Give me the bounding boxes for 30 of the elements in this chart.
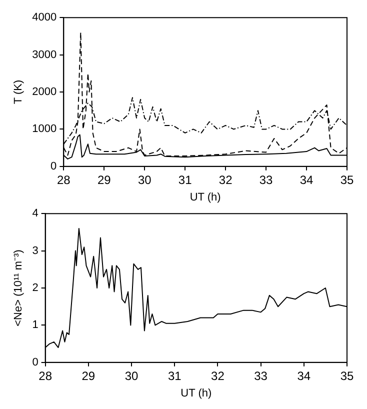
x-tick-label: 33 xyxy=(254,368,268,383)
x-tick-label: 29 xyxy=(97,172,112,187)
x-tick-label: 34 xyxy=(297,368,311,383)
y-tick-label: 1 xyxy=(32,319,38,332)
x-tick-label: 35 xyxy=(340,368,354,383)
x-axis-title: UT (h) xyxy=(180,387,212,400)
x-tick-label: 32 xyxy=(211,368,225,383)
y-tick-label: 4000 xyxy=(32,12,57,24)
y-tick-label: 3 xyxy=(32,244,38,257)
x-tick-label: 33 xyxy=(259,172,274,187)
x-tick-label: 35 xyxy=(340,172,354,187)
y-tick-label: 4 xyxy=(32,208,38,220)
x-tick-label: 29 xyxy=(82,368,96,383)
x-tick-label: 32 xyxy=(218,172,233,187)
x-tick-label: 31 xyxy=(168,368,182,383)
x-tick-label: 34 xyxy=(300,172,314,187)
y-tick-label: 1000 xyxy=(32,123,57,136)
y-tick-label: 2 xyxy=(32,282,38,294)
x-tick-label: 30 xyxy=(124,368,139,383)
y-tick-label: 2000 xyxy=(32,86,57,98)
x-axis-title: UT (h) xyxy=(190,191,221,204)
y-tick-label: 0 xyxy=(50,160,57,172)
x-tick-label: 28 xyxy=(38,368,52,383)
x-tick-label: 30 xyxy=(138,172,152,187)
y-tick-label: 3000 xyxy=(32,48,57,61)
y-axis-title: <Ne> (10¹¹ m⁻³) xyxy=(12,250,25,326)
x-tick-label: 28 xyxy=(56,172,71,187)
x-tick-label: 31 xyxy=(178,172,192,187)
y-tick-label: 0 xyxy=(32,356,38,368)
y-axis-title: T (K) xyxy=(12,80,25,104)
